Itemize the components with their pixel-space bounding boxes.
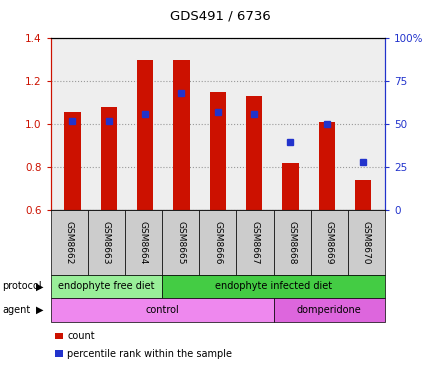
Text: ▶: ▶ [36,305,44,315]
Text: GSM8663: GSM8663 [102,221,111,264]
Bar [64,112,81,210]
Text: GSM8668: GSM8668 [288,221,297,264]
Text: protocol: protocol [2,281,42,291]
Text: count: count [67,331,95,341]
Text: control: control [145,305,179,315]
Bar [209,92,226,210]
Text: GDS491 / 6736: GDS491 / 6736 [170,10,270,23]
Text: GSM8667: GSM8667 [250,221,260,264]
Bar [173,60,190,210]
Text: domperidone: domperidone [297,305,362,315]
Text: agent: agent [2,305,30,315]
Bar [319,122,335,210]
Text: endophyte free diet: endophyte free diet [58,281,154,291]
Text: GSM8669: GSM8669 [325,221,334,264]
Text: ▶: ▶ [36,281,44,291]
Bar [137,60,153,210]
Text: percentile rank within the sample: percentile rank within the sample [67,349,232,359]
Bar [246,97,262,210]
Text: GSM8662: GSM8662 [65,221,73,264]
Text: GSM8665: GSM8665 [176,221,185,264]
Text: GSM8666: GSM8666 [213,221,222,264]
Bar [282,163,299,210]
Bar [101,107,117,210]
Text: GSM8670: GSM8670 [362,221,371,264]
Text: endophyte infected diet: endophyte infected diet [215,281,332,291]
Text: GSM8664: GSM8664 [139,221,148,264]
Bar [355,180,371,210]
